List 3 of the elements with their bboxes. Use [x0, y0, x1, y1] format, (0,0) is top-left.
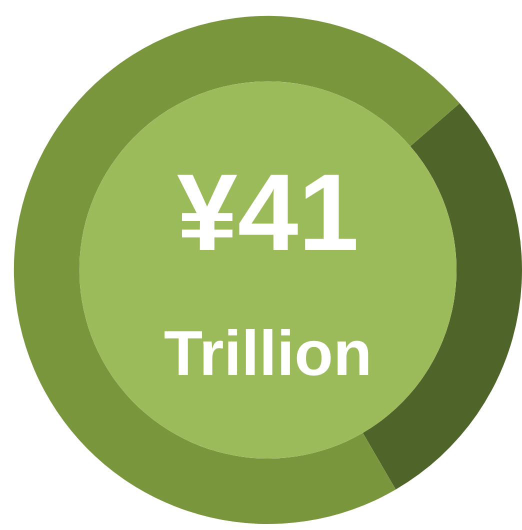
- text: ¥41: [176, 152, 360, 274]
- text: Trillion: [164, 319, 372, 390]
- donut-slice: [14, 16, 460, 524]
